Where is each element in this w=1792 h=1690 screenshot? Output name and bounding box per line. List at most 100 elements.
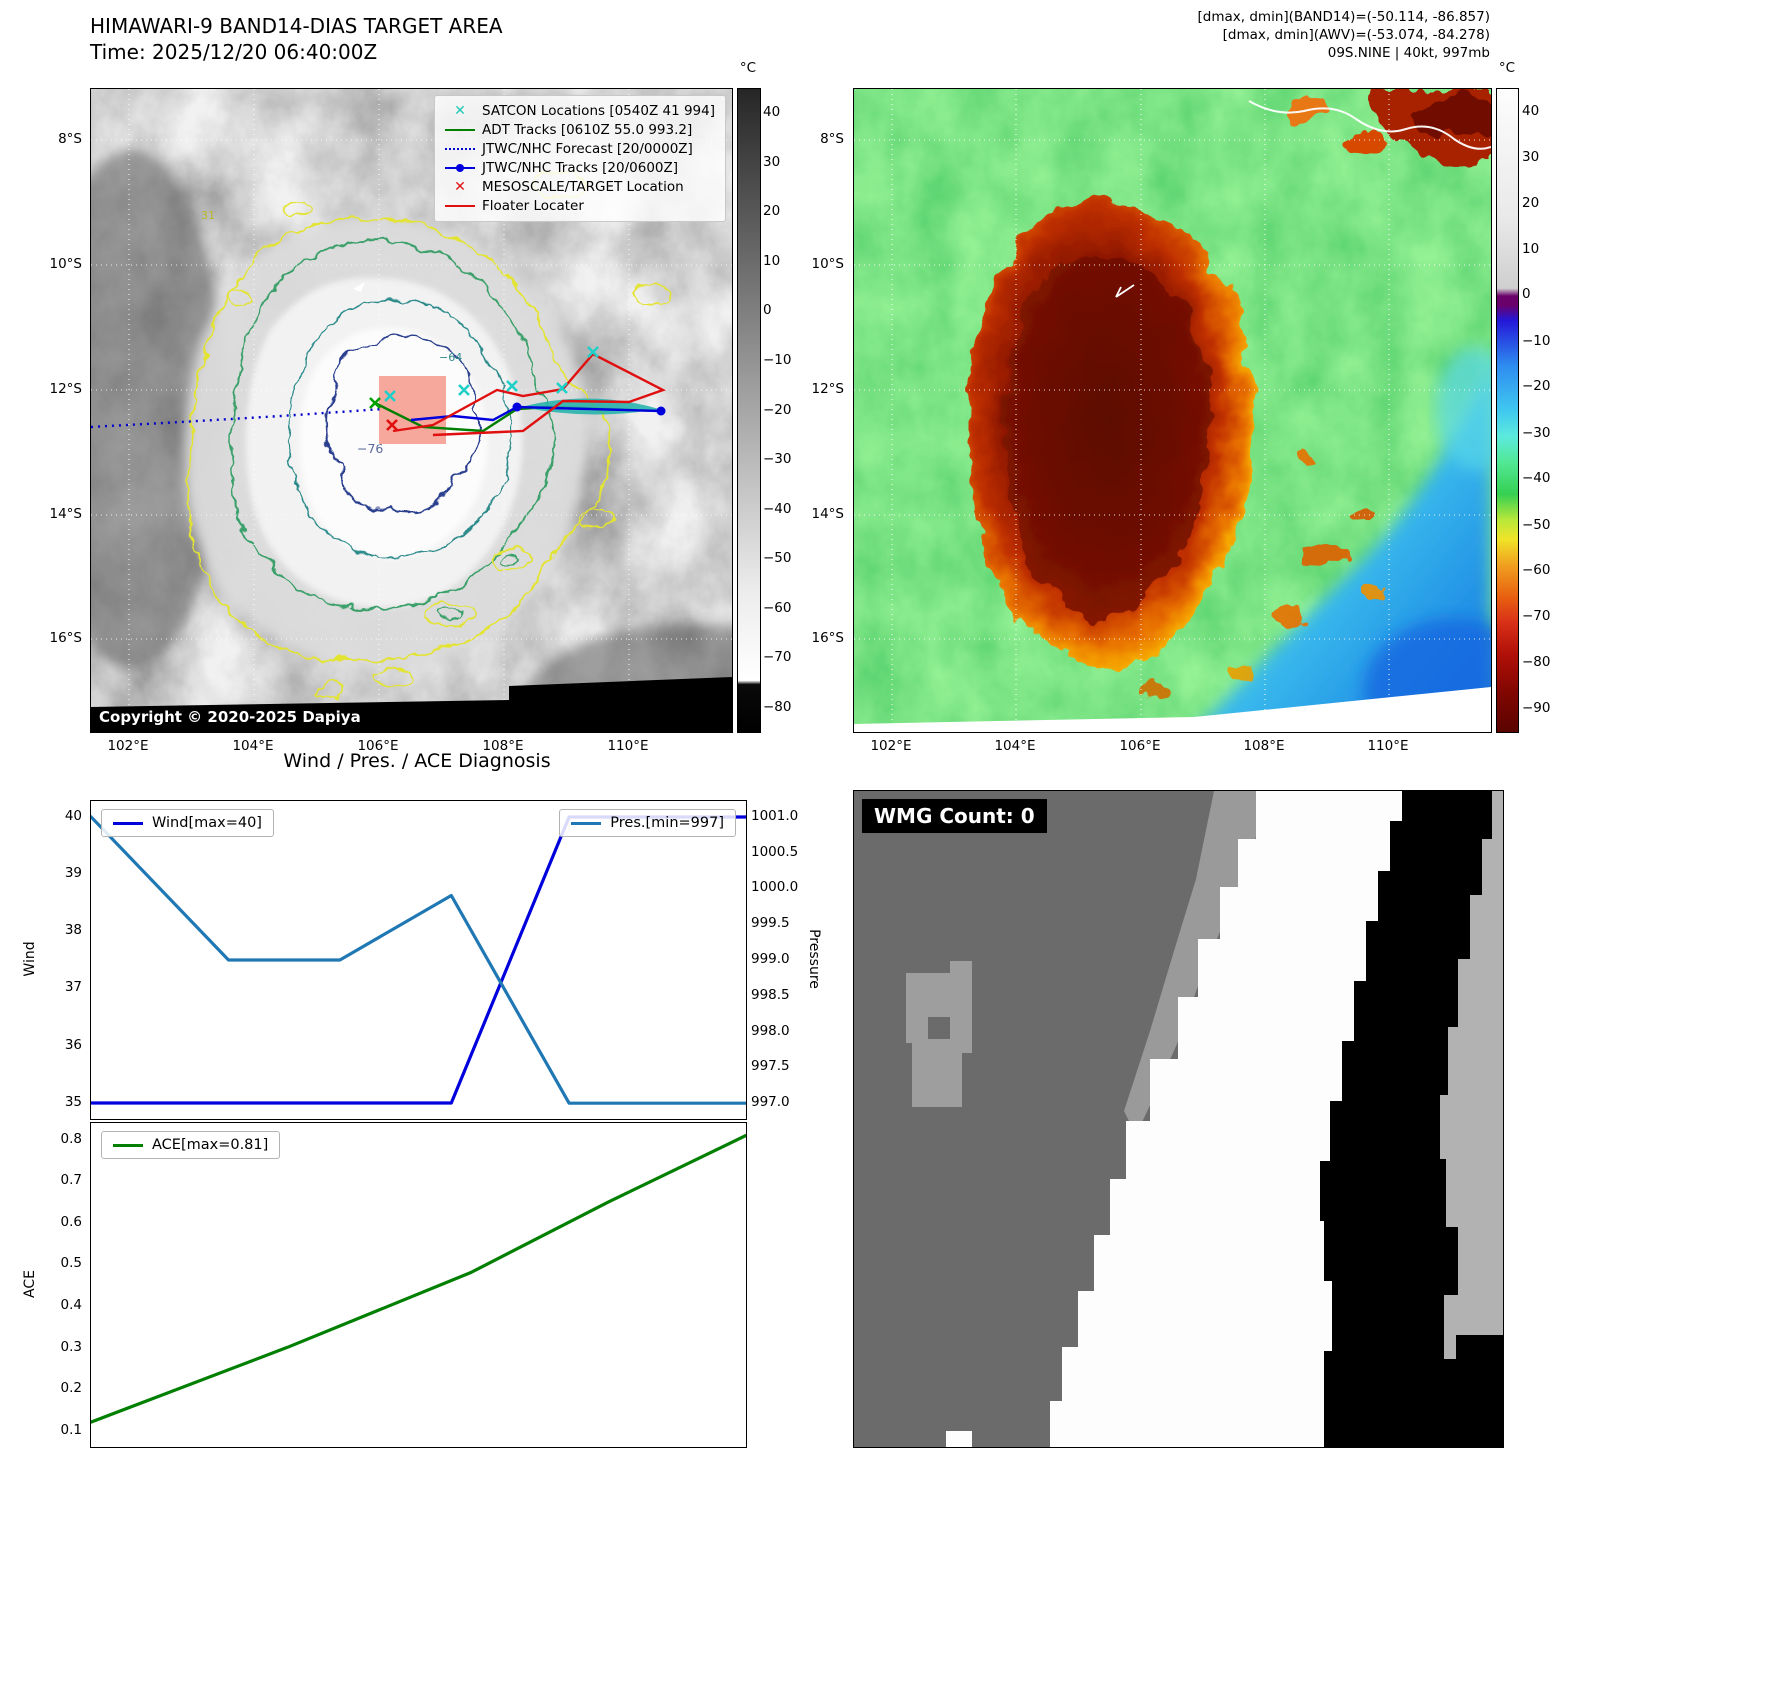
colorbar-unit: °C [739,60,757,76]
black-corner-patch [1420,1335,1503,1447]
cb-tick: 30 [1522,149,1540,165]
jtwc-forecast-line [91,407,384,429]
cb-tick: 10 [1522,241,1540,257]
band14-colorbar [737,88,761,733]
colorbar-unit: °C [1498,60,1516,76]
legend-item-jtwc-track: JTWC/NHC Tracks [20/0600Z] [445,160,715,176]
cb-tick: −40 [763,501,792,517]
ace-tick: 0.5 [60,1255,82,1271]
legend-label: Floater Locater [482,198,584,214]
lon-tick: 102°E [107,738,149,754]
coastline [1248,100,1491,150]
ace-axis-label: ACE [22,1270,38,1298]
legend-item-mesoscale: ✕ MESOSCALE/TARGET Location [445,179,715,195]
pressure-axis-label: Pressure [806,929,822,989]
dmax-dmin-awv: [dmax, dmin](AWV)=(-53.074, -84.278) [1222,27,1490,43]
pressure-tick: 999.0 [751,951,790,967]
cb-tick: −40 [1522,470,1551,486]
wind-pressure-plot [91,801,746,1119]
storm-id-intensity: 09S.NINE | 40kt, 997mb [1327,45,1490,61]
wmg-panel: WMG Count: 0 [853,790,1504,1448]
cb-tick: 10 [763,253,781,269]
wmg-count-label: WMG Count: 0 [862,799,1047,833]
scan-edge-black-band [91,677,732,732]
cb-tick: −10 [1522,333,1551,349]
legend-item-satcon: ✕ SATCON Locations [0540Z 41 994] [445,103,715,119]
legend-item-adt: ADT Tracks [0610Z 55.0 993.2] [445,122,715,138]
cb-tick: 30 [763,154,781,170]
legend-label: MESOSCALE/TARGET Location [482,179,684,195]
cb-tick: −20 [1522,378,1551,394]
satcon-x-icon: ✕ [454,103,466,119]
pressure-line-icon [571,821,602,825]
cb-tick: −10 [763,352,792,368]
copyright-text: Copyright © 2020-2025 Dapiya [99,708,361,726]
wind-barb-icon [1115,284,1135,298]
wind-tick: 39 [64,865,82,881]
contour-label-mid: −64 [439,351,462,364]
lat-tick: 10°S [811,256,845,272]
floater-locater-line [392,352,667,437]
legend-label: JTWC/NHC Forecast [20/0000Z] [482,141,693,157]
jtwc-track-point [512,402,522,412]
wind-legend-label: Wind[max=40] [152,815,262,831]
lat-tick: 12°S [49,381,83,397]
cb-tick: −30 [1522,425,1551,441]
map-legend: ✕ SATCON Locations [0540Z 41 994] ADT Tr… [434,95,726,222]
wind-tick: 38 [64,922,82,938]
awv-enhanced-image [854,89,1491,732]
ace-chart: ACE[max=0.81] [90,1122,747,1448]
jtwc-track-point [656,406,666,416]
convective-patches [1140,455,1387,696]
left-map-subtitle: Time: 2025/12/20 06:40:00Z [90,40,378,64]
lat-tick: 16°S [811,630,845,646]
adt-start-marker [369,397,381,409]
right-map-header: [dmax, dmin](BAND14)=(-50.114, -86.857) … [950,8,1490,62]
ace-line-icon [113,1143,143,1147]
wind-line-icon [113,821,143,825]
cb-tick: −80 [1522,654,1551,670]
wind-pressure-chart: Wind[max=40] Pres.[min=997] [90,800,747,1120]
ace-legend: ACE[max=0.81] [101,1131,281,1159]
lon-tick: 108°E [1243,738,1285,754]
ace-tick: 0.3 [60,1339,82,1355]
jtwc-track-line [410,405,662,422]
ace-tick: 0.7 [60,1172,82,1188]
floater-line-icon [445,205,475,207]
pressure-tick: 1000.0 [751,879,799,895]
cb-tick: −90 [1522,700,1551,716]
track-dot-icon [456,164,464,172]
lat-tick: 8°S [58,131,82,147]
pressure-tick: 997.0 [751,1094,790,1110]
pressure-tick: 998.5 [751,987,790,1003]
pressure-legend-label: Pres.[min=997] [610,815,724,831]
awv-colorbar [1496,88,1519,733]
pressure-tick: 997.5 [751,1058,790,1074]
cb-tick: 0 [763,302,772,318]
pressure-legend: Pres.[min=997] [559,809,736,837]
wind-tick: 36 [64,1037,82,1053]
diagnosis-title: Wind / Pres. / ACE Diagnosis [283,750,551,772]
ace-tick: 0.4 [60,1297,82,1313]
awv-map-panel [853,88,1492,733]
ace-tick: 0.8 [60,1131,82,1147]
lon-tick: 104°E [994,738,1036,754]
cb-tick: −80 [763,699,792,715]
lat-tick: 12°S [811,381,845,397]
storm-cold-cloud [969,200,1254,667]
lat-lon-grid [854,89,1491,732]
legend-item-forecast: JTWC/NHC Forecast [20/0000Z] [445,141,715,157]
wind-tick: 40 [64,808,82,824]
pressure-tick: 1001.0 [751,808,799,824]
wmg-classification-image [854,791,1503,1447]
mesoscale-marker [386,419,398,431]
lon-tick: 110°E [607,738,649,754]
lon-tick: 110°E [1367,738,1409,754]
pressure-tick: 998.0 [751,1023,790,1039]
pressure-tick: 999.5 [751,915,790,931]
wind-axis-label: Wind [22,941,38,977]
dmax-dmin-band14: [dmax, dmin](BAND14)=(-50.114, -86.857) [1197,9,1490,25]
lon-tick: 104°E [232,738,274,754]
lat-tick: 16°S [49,630,83,646]
